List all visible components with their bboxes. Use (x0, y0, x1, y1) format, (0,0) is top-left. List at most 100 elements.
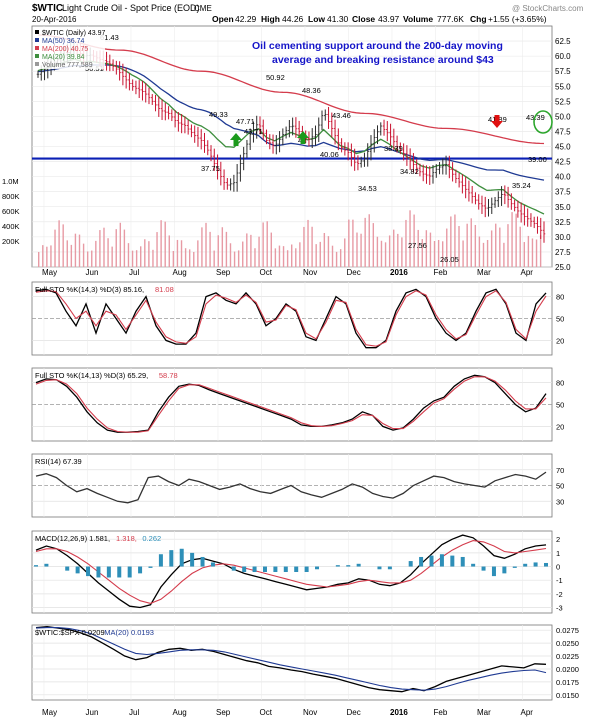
open-value: 42.29 (235, 14, 257, 24)
volume-bar (311, 226, 313, 267)
high-value: 44.26 (282, 14, 304, 24)
legend-swatch (35, 46, 39, 50)
volume-bar (425, 230, 428, 267)
price-axis-label: 47.5 (555, 127, 571, 136)
macd-histogram-bar (408, 561, 413, 567)
chg-label: Chg (470, 14, 487, 24)
sto-fast-axis-label: 20 (556, 336, 564, 345)
macd-histogram-bar (273, 566, 278, 572)
volume-bar (111, 246, 113, 267)
volume-bar (535, 239, 538, 267)
macd-histogram-bar (127, 566, 132, 578)
macd-histogram-bar (304, 566, 309, 572)
legend-entry: MA(50) 36.74 (42, 38, 85, 45)
sto-slow-axis-label: 50 (556, 401, 564, 410)
x-axis-label-bottom: May (42, 708, 57, 717)
macd-histogram-bar (138, 566, 143, 574)
volume-bar (180, 240, 183, 267)
volume-bar (348, 219, 350, 267)
sto-fast-axis-label: 50 (556, 315, 564, 324)
volume-bar (527, 235, 530, 267)
macd-histogram-bar (242, 566, 247, 572)
volume-bar (82, 243, 85, 267)
price-axis-label: 37.5 (555, 188, 571, 197)
volume-bar (38, 252, 40, 267)
volume-axis-label: 1.0M (2, 177, 19, 186)
macd-legend: 0.262 (142, 534, 161, 543)
price-label: 35.24 (512, 181, 531, 190)
macd-histogram-bar (231, 566, 236, 571)
price-axis-label: 40.0 (555, 173, 571, 182)
volume-bar (478, 236, 481, 267)
volume-bar (172, 250, 175, 267)
ma200-line (37, 34, 545, 145)
volume-bar (144, 239, 146, 267)
volume-bar (405, 219, 407, 267)
volume-bar (388, 235, 391, 267)
legend-swatch (35, 30, 39, 34)
legend-swatch (35, 54, 39, 58)
chart-exchange: CME (194, 4, 212, 13)
volume-bar (176, 239, 179, 267)
x-axis-label-top: 2016 (390, 268, 408, 277)
ratio-axis-label: 0.0150 (556, 691, 579, 700)
legend-entry: MA(20) 39.84 (42, 54, 85, 61)
volume-bar (323, 232, 326, 267)
volume-bar (242, 241, 244, 267)
volume-bar (470, 218, 472, 267)
macd-histogram-bar (34, 565, 38, 567)
macd-histogram-bar (481, 566, 486, 571)
price-label: 26.05 (440, 255, 459, 264)
macd-panel: 2 1 0 -1 -2 -3 MACD(12,26,9) 1.581, 1.318, 0.262 (31, 530, 563, 614)
x-axis-label-bottom: Sep (216, 708, 231, 717)
volume-bar (335, 251, 338, 267)
volume-bar (258, 236, 260, 267)
macd-histogram-bar (491, 566, 496, 577)
volume-bar (539, 235, 542, 267)
macd-axis-label: 1 (556, 549, 560, 558)
x-axis-label-top: Nov (303, 268, 317, 277)
volume-bar (454, 214, 456, 267)
volume-bar (217, 235, 219, 267)
volume-bar (197, 240, 199, 267)
ohlc-readout: Open 42.29 High 44.26 Low 41.30 Close 43… (212, 14, 547, 24)
ma50-line (37, 64, 545, 181)
price-label: 50.92 (266, 73, 285, 82)
price-label: 37.75 (201, 164, 220, 173)
volume-bar (152, 249, 154, 267)
ratio-axis-label: 0.0200 (556, 665, 579, 674)
volume-bar (99, 230, 101, 267)
volume-axis-label: 600K (2, 207, 20, 216)
x-axis-label-top: Oct (260, 268, 273, 277)
volume-bar (466, 223, 468, 267)
macd-histogram-bar (96, 566, 101, 578)
price-axis-label: 30.0 (555, 233, 571, 242)
volume-bar (78, 234, 81, 267)
volume-bar (503, 242, 505, 267)
green-circle-highlight (533, 110, 553, 134)
volume-bar (376, 236, 379, 267)
volume-bar (429, 232, 432, 267)
x-axis-label-bottom: Jun (86, 708, 99, 717)
volume-bar (254, 248, 256, 267)
green-up-arrow (297, 131, 309, 144)
price-axis-label: 50.0 (555, 112, 571, 121)
volume-bar (95, 240, 97, 267)
macd-series-line (35, 540, 547, 604)
ratio-axis-label: 0.0225 (556, 652, 579, 661)
macd-histogram-bar (356, 563, 361, 567)
price-axis-label: 45.0 (555, 143, 571, 152)
volume-bar (135, 250, 138, 267)
macd-histogram-bar (117, 566, 122, 578)
ratio-series-line (35, 627, 547, 691)
rsi-axis-label: 50 (556, 482, 564, 491)
ratio-legend: $WTIC:$SPX 0.0209 (35, 628, 105, 637)
sto-fast-series-line (35, 290, 547, 347)
x-axis-label-top: Feb (434, 268, 448, 277)
volume-bar (531, 238, 534, 267)
volume-bar (278, 245, 281, 267)
x-axis-label-bottom: 2016 (390, 708, 408, 717)
chart-symbol: $WTIC (32, 3, 63, 14)
price-label: 34.53 (358, 184, 377, 193)
volume-bar (299, 242, 301, 267)
